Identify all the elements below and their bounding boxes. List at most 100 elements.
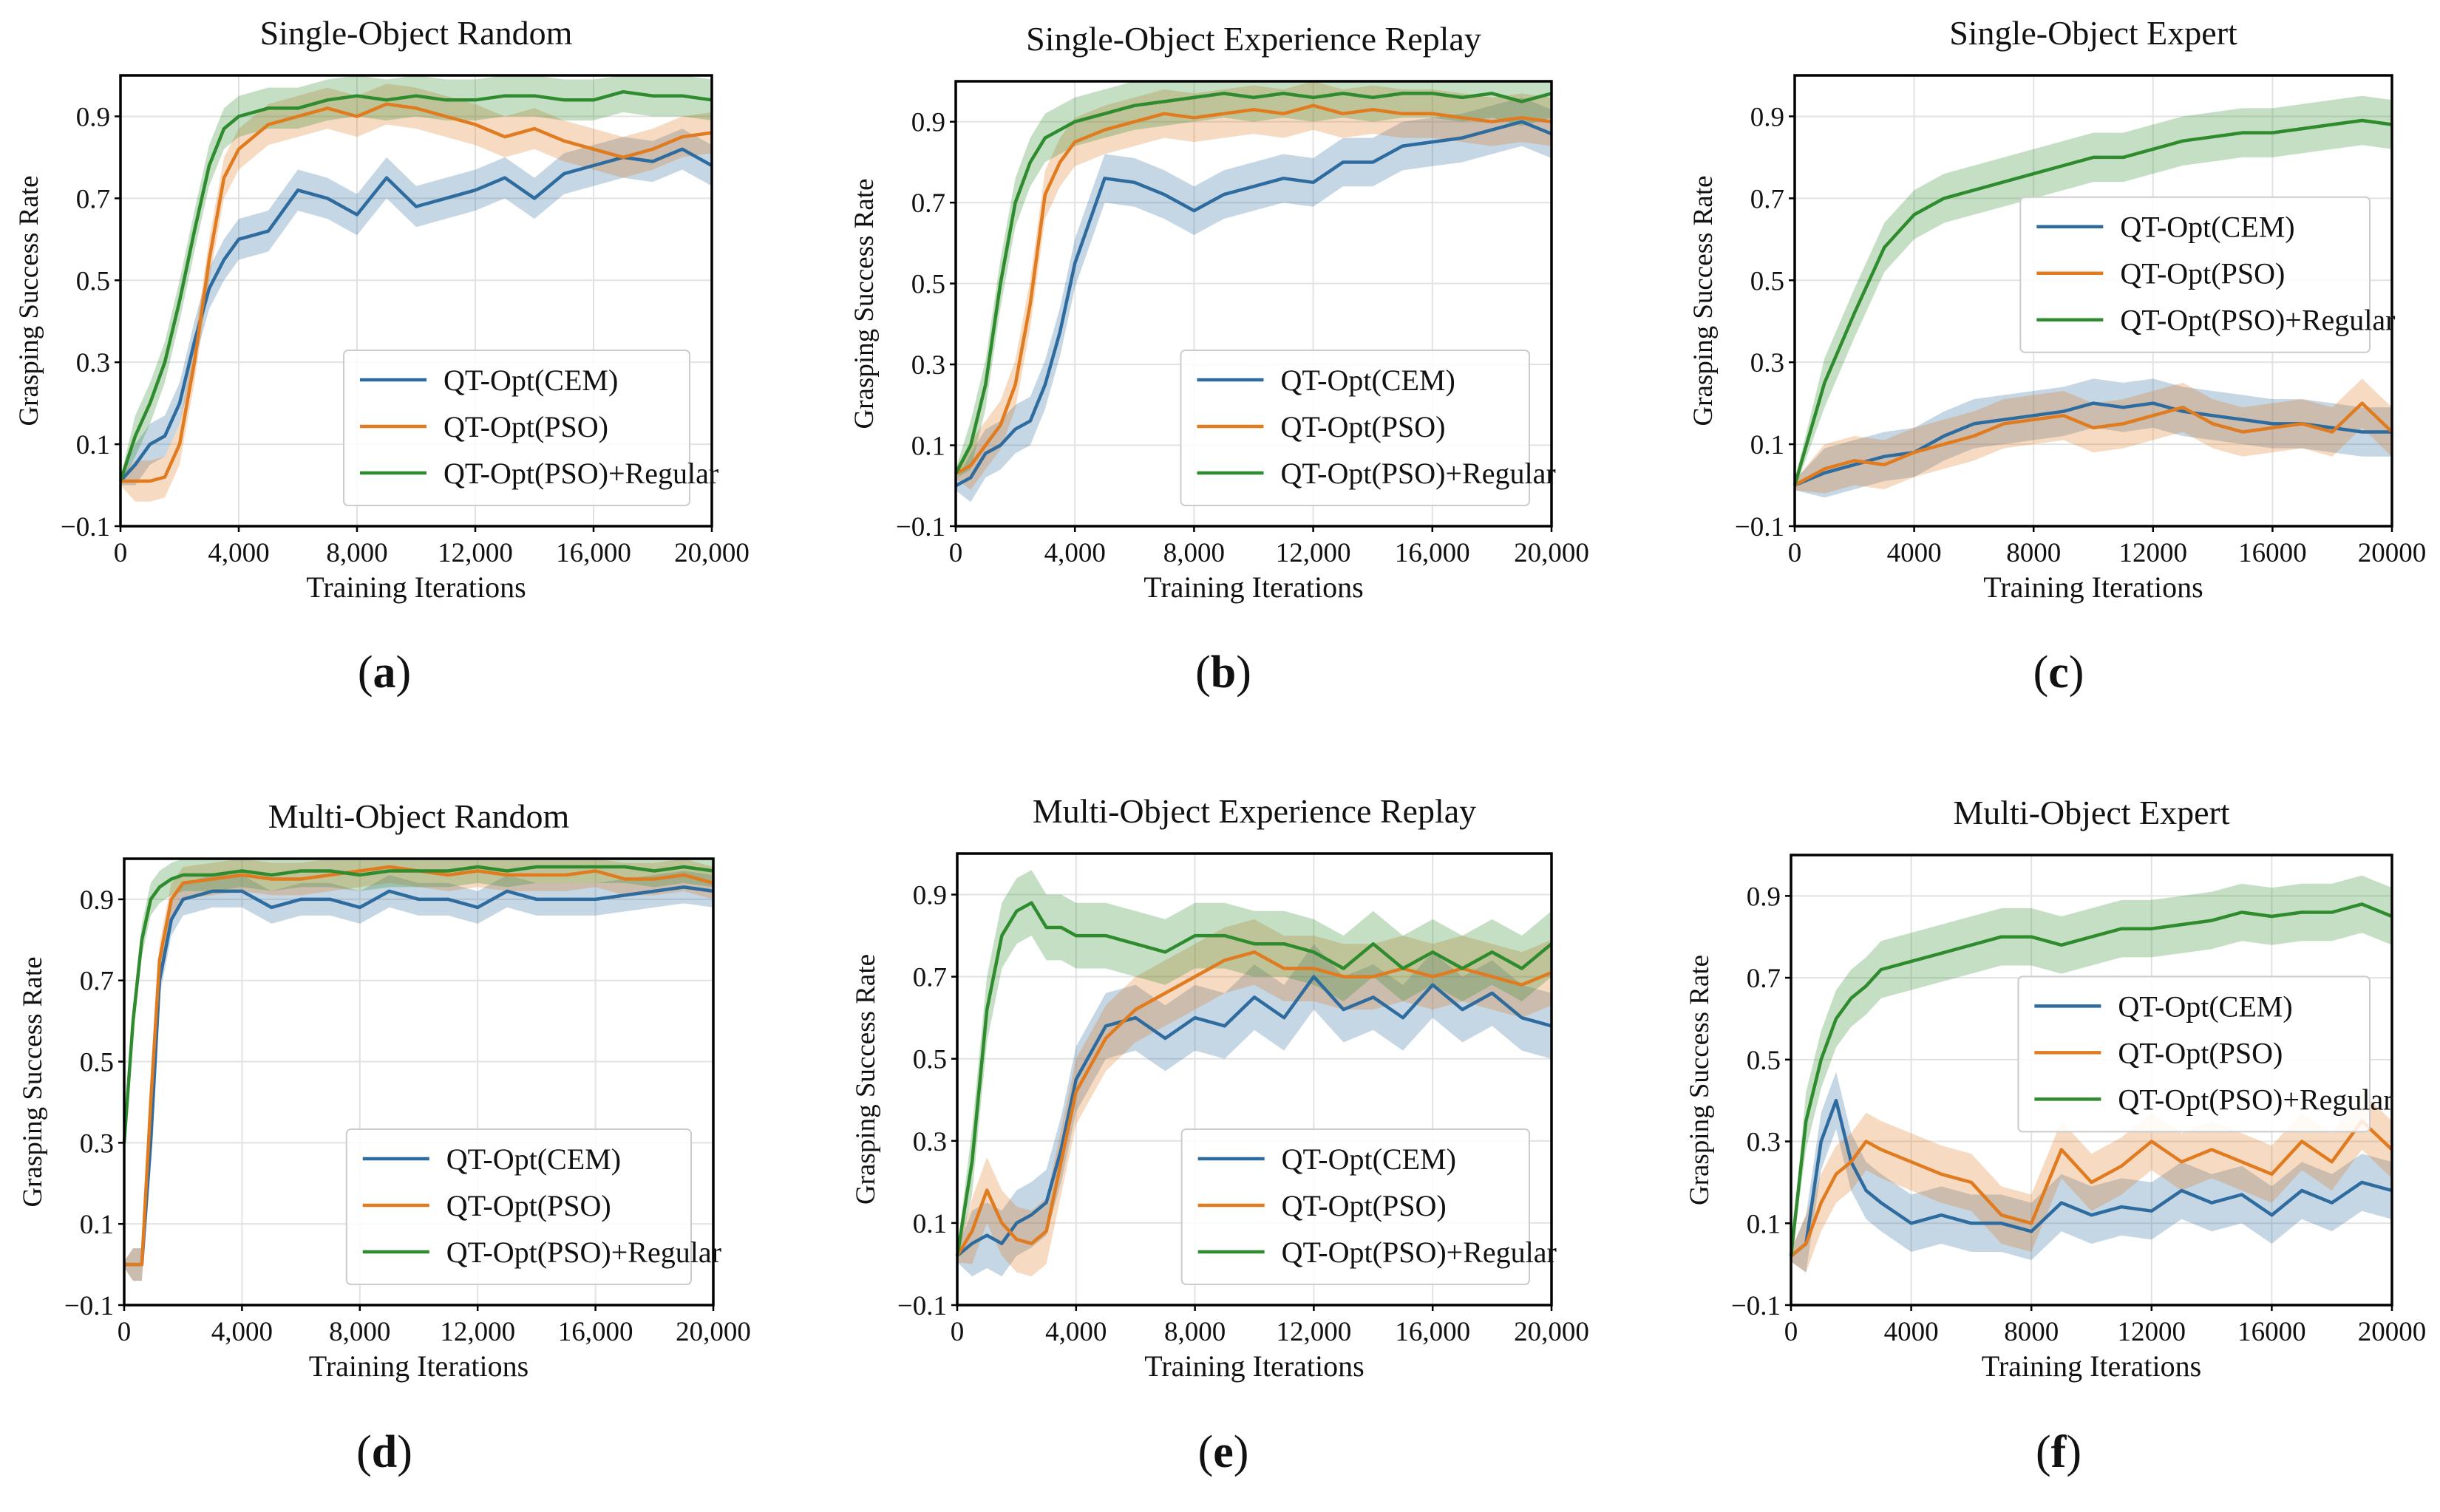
y-tick-label: −0.1 bbox=[1735, 512, 1784, 542]
x-tick-label: 16,000 bbox=[556, 538, 631, 568]
y-axis-label: Grasping Success Rate bbox=[1685, 955, 1715, 1205]
x-tick-label: 8,000 bbox=[329, 1317, 390, 1347]
legend: QT-Opt(CEM) QT-Opt(PSO) QT-Opt(PSO)+Regula… bbox=[2017, 975, 2393, 1133]
legend-box bbox=[345, 1128, 692, 1285]
panel-label: (e) bbox=[1198, 1427, 1249, 1477]
y-tick-label: 0.9 bbox=[76, 102, 110, 132]
plot-frame bbox=[1790, 854, 2393, 1307]
y-tick-label: 0.3 bbox=[1750, 348, 1784, 378]
y-tick-label: 0.5 bbox=[911, 270, 945, 300]
series-line-pso bbox=[1793, 401, 2393, 487]
legend-label-pso: QT-Opt(PSO) bbox=[446, 1189, 611, 1222]
legend-label-cem: QT-Opt(CEM) bbox=[444, 364, 618, 397]
x-tick-label: 0 bbox=[114, 538, 128, 568]
x-axis-label: Training Iterations bbox=[306, 571, 526, 604]
y-tick-label: 0.1 bbox=[1747, 1209, 1781, 1239]
x-tick-label: 20,000 bbox=[1514, 538, 1589, 568]
y-tick-label: 0.5 bbox=[1747, 1046, 1781, 1076]
y-tick-label: 0.1 bbox=[911, 432, 945, 462]
chart-panel-a: 0 4,000 8,000 12,000 16,000 20,000 −0.1 0.1 0.3 0… bbox=[14, 14, 750, 698]
x-tick-label: 0 bbox=[951, 1317, 965, 1347]
plot-frame bbox=[954, 80, 1553, 528]
plot-frame bbox=[1793, 74, 2393, 528]
x-axis-label: Training Iterations bbox=[309, 1349, 529, 1383]
x-tick-label: 4000 bbox=[1887, 538, 1942, 568]
y-tick-label: 0.9 bbox=[913, 881, 947, 911]
panel-label: (f) bbox=[2036, 1427, 2082, 1477]
x-tick-label: 20,000 bbox=[676, 1317, 751, 1347]
legend-label-regular: QT-Opt(PSO)+Regular bbox=[2118, 1083, 2393, 1116]
legend-label-pso: QT-Opt(PSO) bbox=[1280, 410, 1445, 443]
x-tick-label: 12,000 bbox=[1277, 1317, 1352, 1347]
band-cem bbox=[1791, 1072, 2392, 1273]
y-tick-label: 0.3 bbox=[911, 350, 945, 381]
band-cem bbox=[956, 97, 1552, 503]
legend: QT-Opt(CEM) QT-Opt(PSO) QT-Opt(PSO)+Regula… bbox=[2019, 196, 2395, 353]
y-tick-label: 0.7 bbox=[76, 184, 110, 214]
legend: QT-Opt(CEM) QT-Opt(PSO) QT-Opt(PSO)+Regula… bbox=[343, 350, 718, 506]
band-pso bbox=[1795, 378, 2392, 494]
y-tick-label: −0.1 bbox=[896, 512, 945, 542]
x-tick-label: 4000 bbox=[1884, 1317, 1939, 1347]
x-tick-label: 12000 bbox=[2119, 538, 2188, 568]
x-tick-label: 20,000 bbox=[1514, 1317, 1589, 1347]
band-cem bbox=[1795, 378, 2392, 498]
y-tick-label: 0.9 bbox=[1750, 102, 1784, 132]
plot-frame bbox=[119, 74, 713, 528]
x-tick-label: 8000 bbox=[2006, 538, 2061, 568]
legend-label-pso: QT-Opt(PSO) bbox=[1282, 1189, 1447, 1222]
y-tick-label: −0.1 bbox=[61, 512, 110, 542]
series-line-regular bbox=[122, 865, 714, 1143]
legend-label-cem: QT-Opt(CEM) bbox=[1280, 364, 1455, 397]
x-tick-label: 8,000 bbox=[1164, 1317, 1226, 1347]
y-axis-label: Grasping Success Rate bbox=[14, 175, 44, 426]
legend-label-regular: QT-Opt(PSO)+Regular bbox=[446, 1236, 721, 1269]
x-tick-label: 0 bbox=[1784, 1317, 1798, 1347]
x-tick-label: 16000 bbox=[2238, 538, 2307, 568]
x-tick-label: 12,000 bbox=[1276, 538, 1351, 568]
x-tick-label: 4,000 bbox=[1045, 1317, 1107, 1347]
series-line-cem bbox=[954, 120, 1552, 488]
y-tick-label: 0.7 bbox=[1747, 964, 1781, 994]
y-axis-label: Grasping Success Rate bbox=[1688, 175, 1719, 426]
y-tick-label: −0.1 bbox=[64, 1291, 114, 1321]
panel-label: (a) bbox=[358, 647, 411, 698]
x-axis-label: Training Iterations bbox=[1982, 1349, 2201, 1383]
band-cem bbox=[124, 871, 713, 1281]
legend-label-cem: QT-Opt(CEM) bbox=[2120, 211, 2294, 244]
legend-label-regular: QT-Opt(PSO)+Regular bbox=[444, 457, 718, 490]
legend-box bbox=[1180, 350, 1530, 506]
x-tick-label: 16,000 bbox=[558, 1317, 633, 1347]
x-tick-label: 12,000 bbox=[438, 538, 513, 568]
y-axis-label: Grasping Success Rate bbox=[851, 954, 881, 1205]
chart-panel-c: 0 4000 8000 12000 16000 20000 −0.1 0.1 0.3 0.5 0.7… bbox=[1688, 14, 2426, 698]
x-axis-label: Training Iterations bbox=[1143, 571, 1363, 604]
chart-panel-e: 0 4,000 8,000 12,000 16,000 20,000 −0.1 0.1 0.3 0… bbox=[851, 792, 1589, 1477]
legend-box bbox=[2017, 975, 2371, 1133]
x-tick-label: 0 bbox=[118, 1317, 132, 1347]
y-tick-label: 0.9 bbox=[1747, 882, 1781, 912]
series-line-cem bbox=[956, 975, 1552, 1258]
chart-title: Multi-Object Random bbox=[268, 797, 570, 835]
y-axis-label: Grasping Success Rate bbox=[18, 956, 48, 1207]
chart-title: Multi-Object Experience Replay bbox=[1033, 792, 1476, 830]
series-line-pso bbox=[954, 103, 1552, 475]
band-regular bbox=[1791, 875, 2392, 1262]
y-axis-label: Grasping Success Rate bbox=[849, 178, 880, 429]
legend-label-regular: QT-Opt(PSO)+Regular bbox=[1280, 457, 1555, 490]
y-tick-label: 0.3 bbox=[76, 348, 110, 378]
x-tick-label: 12,000 bbox=[440, 1317, 515, 1347]
y-tick-label: 0.5 bbox=[1750, 266, 1784, 296]
legend-label-cem: QT-Opt(CEM) bbox=[1282, 1142, 1456, 1176]
y-tick-label: 0.9 bbox=[911, 108, 945, 138]
plot-frame bbox=[956, 852, 1553, 1307]
legend-label-cem: QT-Opt(CEM) bbox=[446, 1142, 621, 1176]
legend-label-pso: QT-Opt(PSO) bbox=[444, 410, 608, 443]
x-tick-label: 0 bbox=[1788, 538, 1802, 568]
band-regular bbox=[124, 859, 713, 1146]
series-line-regular bbox=[1789, 902, 2393, 1256]
legend-label-pso: QT-Opt(PSO) bbox=[2120, 257, 2285, 290]
chart-panel-d: 0 4,000 8,000 12,000 16,000 20,000 −0.1 0.1 0.3 0… bbox=[18, 797, 751, 1477]
y-tick-label: 0.1 bbox=[1750, 430, 1784, 460]
